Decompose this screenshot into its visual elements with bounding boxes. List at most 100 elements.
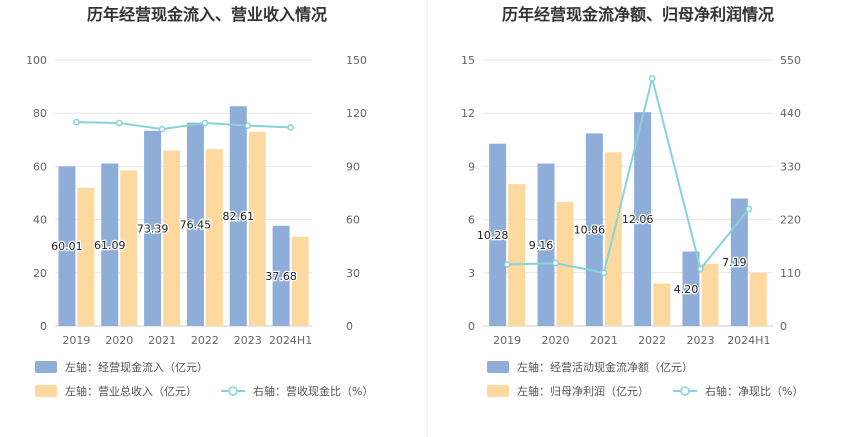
x-axis-tick: 2024H1 — [269, 334, 312, 347]
x-axis-tick: 2020 — [542, 334, 570, 347]
bar-secondary — [248, 131, 266, 326]
bar-data-label: 82.61 — [223, 210, 255, 223]
ratio-point — [115, 119, 123, 127]
ratio-line — [76, 121, 291, 131]
bar-data-label: 60.01 — [51, 240, 83, 253]
chart-title: 历年经营现金流净额、归母净利润情况 — [502, 5, 774, 24]
legend-label-secondary: 左轴：归母净利润（亿元） — [517, 384, 649, 398]
bar-data-label: 9.16 — [529, 239, 554, 252]
bar-primary — [101, 163, 119, 326]
right-axis-tick: 30 — [346, 267, 360, 280]
bar-primary — [272, 225, 290, 326]
bar-secondary — [604, 152, 622, 326]
right-axis-tick: 90 — [346, 160, 360, 173]
right-axis-tick: 220 — [780, 214, 801, 227]
legend-swatch-primary — [35, 361, 57, 373]
bar-data-label: 7.19 — [722, 256, 747, 269]
x-axis-tick: 2021 — [148, 334, 176, 347]
ratio-point — [287, 124, 294, 131]
x-axis-tick: 2019 — [62, 334, 90, 347]
x-axis-tick: 2023 — [687, 334, 715, 347]
bar-secondary — [556, 201, 574, 326]
bar-primary — [585, 133, 603, 326]
right-axis-tick: 150 — [346, 54, 367, 67]
bar-primary — [682, 251, 700, 326]
bar-data-label: 10.86 — [574, 224, 606, 237]
right-axis-tick: 330 — [780, 160, 801, 173]
left-axis-tick: 40 — [33, 214, 47, 227]
left-axis-tick: 12 — [461, 107, 475, 120]
legend-label-line: 右轴：营收现金比（%） — [253, 384, 373, 398]
bar-primary — [186, 122, 204, 326]
chart-title: 历年经营现金流入、营业收入情况 — [87, 5, 327, 24]
ratio-point — [745, 205, 753, 213]
ratio-point — [697, 265, 704, 273]
right-axis-tick: 0 — [346, 320, 353, 333]
x-axis-tick: 2023 — [234, 334, 262, 347]
chart-cashflow-inflow-revenue: 历年经营现金流入、营业收入情况 0 0 20 30 40 60 60 90 80 120 100 150… — [26, 5, 373, 398]
ratio-point — [244, 122, 252, 129]
right-axis-tick: 440 — [780, 107, 801, 120]
bar-primary — [229, 106, 247, 326]
bar-secondary — [291, 236, 309, 326]
bar-data-label: 12.06 — [622, 213, 654, 226]
x-axis-tick: 2024H1 — [727, 334, 770, 347]
left-axis-tick: 80 — [33, 107, 47, 120]
bar-primary — [730, 198, 748, 326]
right-axis-tick: 0 — [780, 320, 787, 333]
legend-label-primary: 左轴：经营活动现金流净额（亿元） — [517, 360, 693, 374]
bar-data-label: 73.39 — [137, 222, 169, 235]
bar-data-label: 37.68 — [265, 270, 297, 283]
bar-secondary — [120, 170, 138, 326]
bar-secondary — [749, 272, 767, 326]
bar-primary — [634, 112, 652, 326]
left-axis-tick: 20 — [33, 267, 47, 280]
ratio-point — [503, 261, 511, 268]
right-axis-tick: 110 — [780, 267, 801, 280]
legend-label-primary: 左轴：经营现金流入（亿元） — [65, 360, 208, 374]
legend-line-marker — [680, 386, 690, 396]
left-axis-tick: 6 — [468, 214, 475, 227]
ratio-point — [201, 119, 209, 127]
bar-data-label: 10.28 — [477, 229, 509, 242]
right-axis-tick: 120 — [346, 107, 367, 120]
bar-secondary — [653, 283, 671, 326]
left-axis-tick: 0 — [40, 320, 47, 333]
x-axis-tick: 2021 — [590, 334, 618, 347]
bar-primary — [537, 163, 555, 326]
bar-secondary — [163, 150, 181, 326]
bar-data-label: 4.20 — [674, 283, 699, 296]
legend-label-secondary: 左轴：营业总收入（亿元） — [65, 384, 197, 398]
chart-cashflow-net-profit: 历年经营现金流净额、归母净利润情况 0 0 3 110 6 220 9 330 12 440 15 55… — [461, 5, 803, 398]
left-axis-tick: 9 — [468, 160, 475, 173]
legend-label-line: 右轴：净现比（%） — [705, 384, 803, 398]
bar-secondary — [205, 149, 223, 326]
legend-swatch-secondary — [487, 385, 509, 397]
bar-primary — [58, 166, 76, 326]
ratio-point — [600, 269, 608, 277]
ratio-point — [552, 259, 559, 267]
left-axis-tick: 15 — [461, 54, 475, 67]
bar-secondary — [701, 263, 719, 326]
x-axis-tick: 2020 — [105, 334, 133, 347]
x-axis-tick: 2022 — [638, 334, 666, 347]
left-axis-tick: 3 — [468, 267, 475, 280]
bar-secondary — [77, 187, 95, 326]
left-axis-tick: 100 — [26, 54, 47, 67]
x-axis-tick: 2019 — [493, 334, 521, 347]
bar-secondary — [508, 184, 526, 326]
ratio-point — [158, 125, 166, 133]
legend-line-marker — [228, 386, 238, 396]
legend-swatch-secondary — [35, 385, 57, 397]
ratio-point — [73, 118, 80, 126]
left-axis-tick: 0 — [468, 320, 475, 333]
ratio-line — [507, 78, 750, 274]
bar-data-label: 61.09 — [94, 239, 126, 252]
ratio-point — [648, 75, 656, 82]
x-axis-tick: 2022 — [191, 334, 219, 347]
right-axis-tick: 60 — [346, 214, 360, 227]
bar-data-label: 76.45 — [180, 218, 212, 231]
legend-swatch-primary — [487, 361, 509, 373]
